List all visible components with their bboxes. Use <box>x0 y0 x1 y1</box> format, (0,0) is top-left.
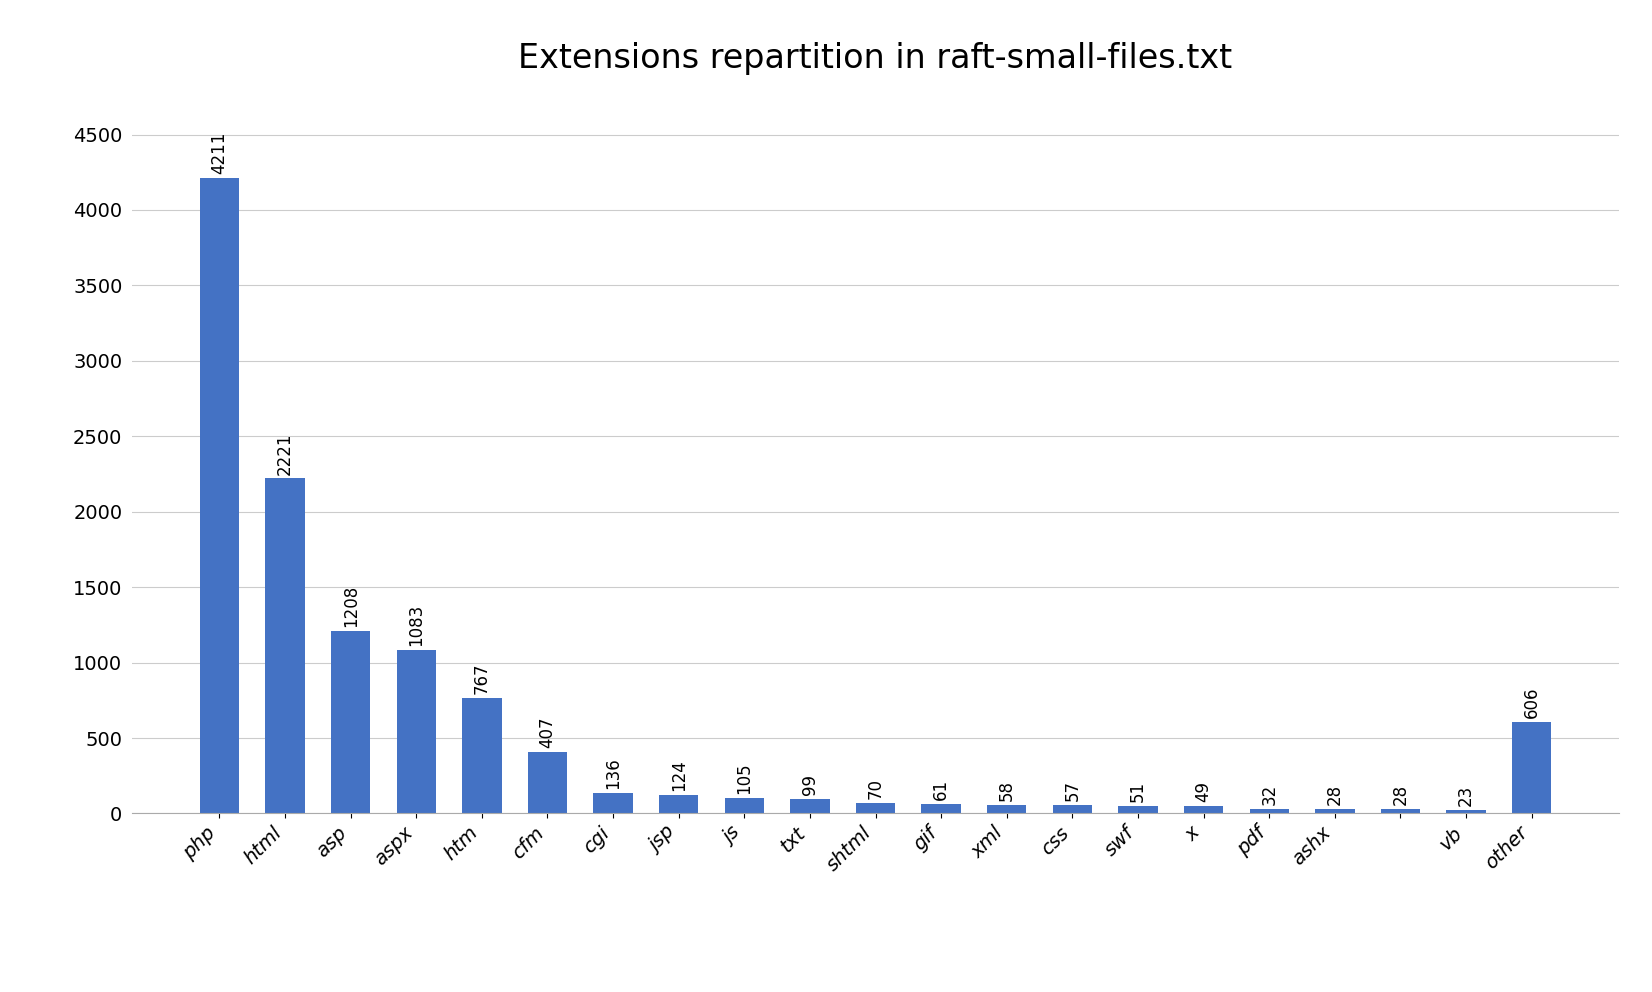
Bar <box>330 631 370 813</box>
Text: 23: 23 <box>1457 785 1475 806</box>
Text: 606: 606 <box>1523 686 1541 718</box>
Text: 767: 767 <box>472 663 491 694</box>
Bar <box>593 793 633 813</box>
Bar <box>922 805 961 813</box>
Bar <box>200 179 240 813</box>
Bar <box>1118 806 1158 813</box>
Text: 124: 124 <box>669 759 687 791</box>
Text: 1208: 1208 <box>342 585 360 627</box>
Bar <box>856 803 895 813</box>
Text: 1083: 1083 <box>408 604 425 646</box>
Text: 70: 70 <box>867 778 884 800</box>
Text: 57: 57 <box>1064 780 1082 802</box>
Bar <box>463 697 502 813</box>
Bar <box>266 478 304 813</box>
Text: 58: 58 <box>998 780 1016 801</box>
Bar <box>1512 722 1551 813</box>
Text: 51: 51 <box>1128 781 1146 802</box>
Bar <box>1184 806 1224 813</box>
Title: Extensions repartition in raft-small-files.txt: Extensions repartition in raft-small-fil… <box>519 43 1232 75</box>
Text: 61: 61 <box>932 780 950 801</box>
Bar <box>1052 805 1092 813</box>
Bar <box>659 795 699 813</box>
Bar <box>527 752 567 813</box>
Bar <box>396 650 436 813</box>
Bar <box>790 799 829 813</box>
Text: 2221: 2221 <box>276 433 294 474</box>
Bar <box>1447 810 1485 813</box>
Text: 32: 32 <box>1260 784 1279 805</box>
Text: 105: 105 <box>735 762 753 794</box>
Bar <box>1315 809 1355 813</box>
Text: 407: 407 <box>539 717 557 748</box>
Bar <box>1249 808 1289 813</box>
Text: 28: 28 <box>1391 785 1409 806</box>
Bar <box>1381 809 1421 813</box>
Bar <box>725 798 763 813</box>
Bar <box>988 805 1026 813</box>
Text: 136: 136 <box>605 758 623 790</box>
Text: 99: 99 <box>801 774 819 795</box>
Text: 49: 49 <box>1194 782 1213 803</box>
Text: 28: 28 <box>1327 785 1343 806</box>
Text: 4211: 4211 <box>210 132 228 175</box>
